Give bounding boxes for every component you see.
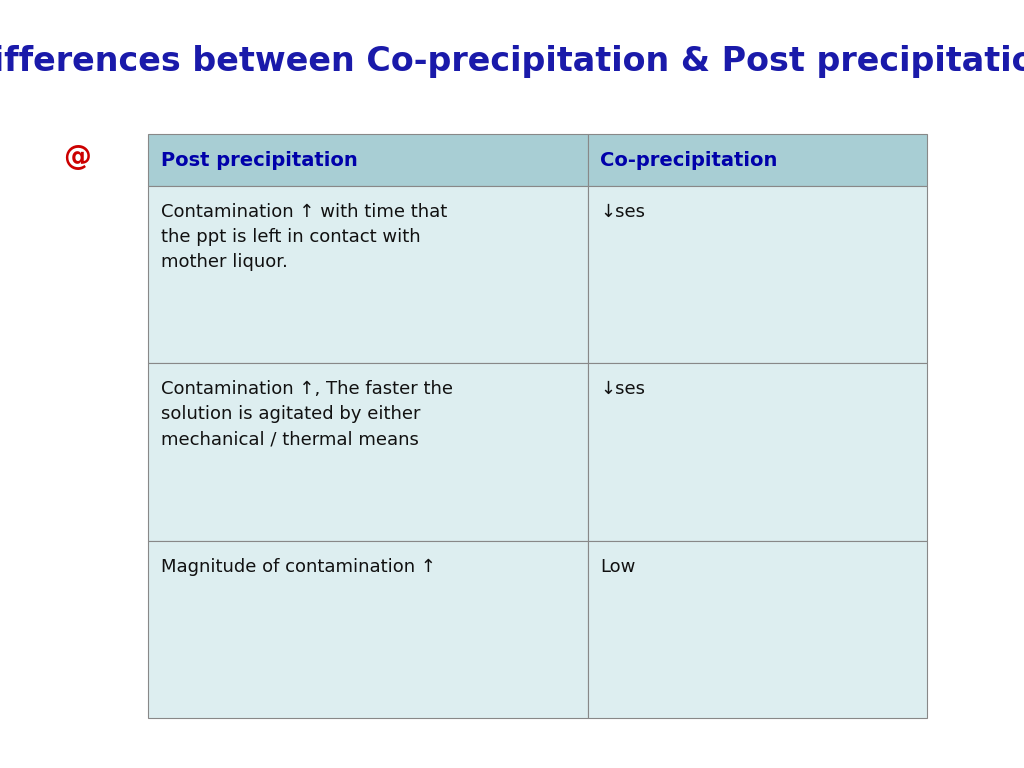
Bar	[148, 134, 588, 186]
Bar	[588, 541, 927, 718]
Bar	[588, 186, 927, 363]
Bar	[588, 134, 927, 186]
Text: @: @	[62, 144, 91, 171]
Text: Magnitude of contamination ↑: Magnitude of contamination ↑	[161, 558, 436, 575]
Bar	[148, 363, 588, 541]
Text: Contamination ↑ with time that
the ppt is left in contact with
mother liquor.: Contamination ↑ with time that the ppt i…	[161, 203, 447, 270]
Text: Differences between Co-precipitation & Post precipitation: Differences between Co-precipitation & P…	[0, 45, 1024, 78]
Text: Co-precipitation: Co-precipitation	[600, 151, 778, 170]
Text: Contamination ↑, The faster the
solution is agitated by either
mechanical / ther: Contamination ↑, The faster the solution…	[161, 380, 453, 448]
Bar	[148, 541, 588, 718]
Text: ↓ses: ↓ses	[600, 203, 645, 220]
Bar	[588, 363, 927, 541]
Text: ↓ses: ↓ses	[600, 380, 645, 398]
Text: Post precipitation: Post precipitation	[161, 151, 357, 170]
Text: Low: Low	[600, 558, 636, 575]
Bar	[148, 186, 588, 363]
